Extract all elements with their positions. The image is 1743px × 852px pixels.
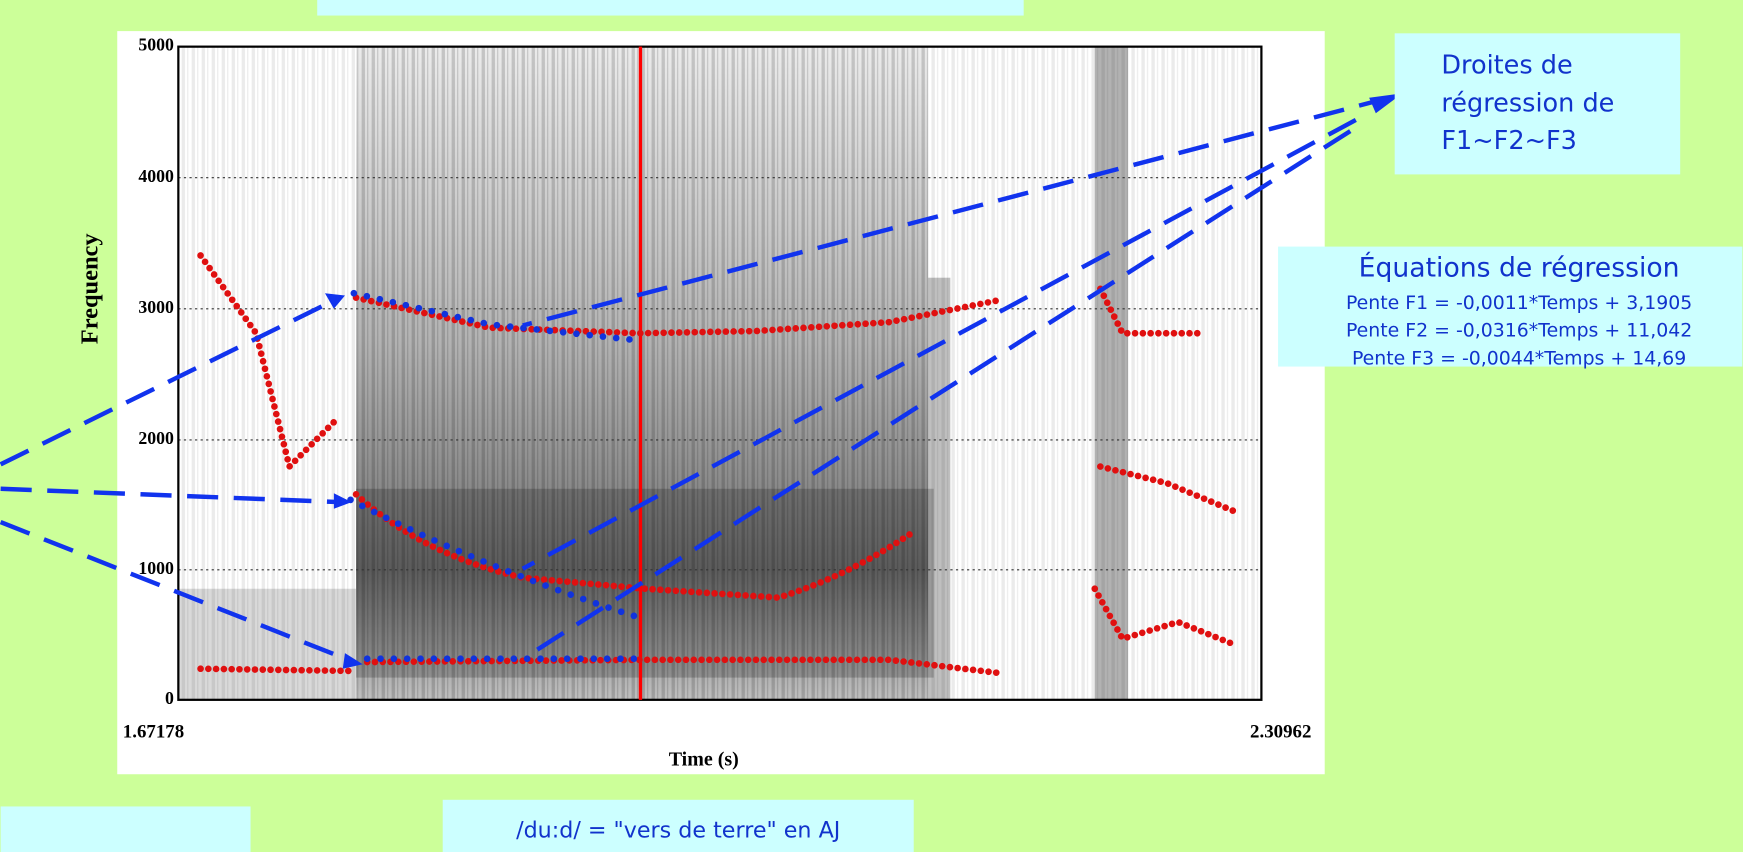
equation-line: Pente F3 = -0,0044*Temps + 14,69 (1352, 347, 1686, 369)
left-box (1, 806, 251, 852)
y-tick-label: 1000 (138, 558, 174, 578)
y-axis-label: Frequency (76, 233, 103, 344)
slide: Frequency 500040003000200010000 1.67178 … (0, 0, 1743, 852)
callout-line: Droites de (1441, 51, 1572, 81)
equations-title: Équations de régression (1359, 251, 1680, 283)
y-tick-label: 3000 (138, 297, 174, 317)
equation-line: Pente F1 = -0,0011*Temps + 3,1905 (1346, 292, 1692, 314)
callout-line: régression de (1441, 88, 1614, 118)
y-tick-label: 2000 (138, 428, 174, 448)
y-tick-label: 5000 (138, 35, 174, 55)
equation-line: Pente F2 = -0,0316*Temps + 11,042 (1346, 320, 1692, 342)
x-start-label: 1.67178 (123, 721, 184, 742)
y-tick-label: 0 (165, 688, 174, 708)
page: {"plot": {"y_label": "Frequency", "y_tic… (0, 0, 1743, 852)
y-tick-label: 4000 (138, 166, 174, 186)
x-end-label: 2.30962 (1250, 721, 1311, 742)
title-box (317, 0, 1023, 16)
callout-line: F1~F2~F3 (1441, 126, 1577, 156)
spectrogram (178, 47, 1261, 700)
x-axis-label: Time (s) (669, 749, 739, 771)
equations: Pente F1 = -0,0011*Temps + 3,1905 Pente F… (1346, 292, 1692, 370)
caption: /du:d/ = "vers de terre" en AJ (516, 817, 840, 843)
